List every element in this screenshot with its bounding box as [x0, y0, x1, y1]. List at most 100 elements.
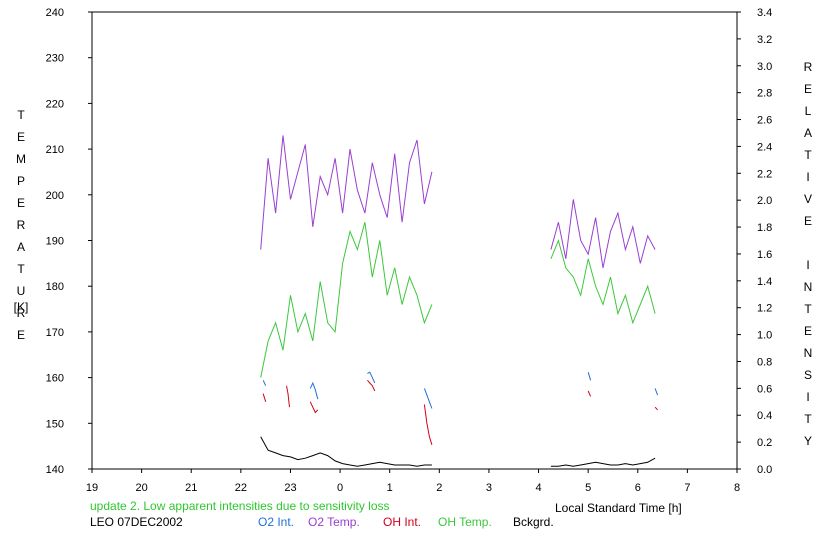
plot-frame — [91, 11, 738, 470]
x-tick-label: 1 — [387, 482, 393, 494]
series-line-oh-temp — [260, 222, 433, 378]
y-right-tick-label: 0.0 — [757, 464, 772, 476]
y-right-tick-label: 1.0 — [757, 330, 772, 342]
series-line-o2-int — [367, 371, 376, 384]
series-line-o2-int — [309, 381, 319, 400]
y-left-tick-label: 230 — [46, 53, 64, 65]
legend-item: OH Temp. — [438, 515, 492, 529]
y-axis-right-title-letter: E — [803, 214, 812, 228]
series-line-oh-int — [309, 401, 319, 414]
series-line-oh-int — [587, 390, 592, 397]
y-axis-right-title-letter: I — [806, 390, 810, 404]
data-series — [260, 135, 659, 467]
legend-item: Bckgrd. — [513, 515, 554, 529]
y-axis-left-title-letter: M — [16, 152, 26, 166]
y-axis-left-title-letter: T — [17, 262, 25, 276]
series-line-o2-int — [654, 388, 659, 396]
x-tick-label: 8 — [734, 482, 740, 494]
y-axis-right-title-letter: I — [806, 258, 810, 272]
x-tick-label: 2 — [436, 482, 442, 494]
x-tick-label: 7 — [684, 482, 690, 494]
update-note: update 2. Low apparent intensities due t… — [90, 499, 390, 513]
y-left-tick-label: 140 — [46, 464, 64, 476]
x-tick-label: 23 — [284, 482, 296, 494]
y-axis-right-title-letter: S — [803, 368, 812, 382]
y-axis-left-title-letter: R — [16, 218, 26, 232]
y-axis-right-title-letter: T — [804, 148, 812, 162]
x-axis: 19 20 21 22 23 0 1 2 3 4 5 6 7 8 — [86, 469, 740, 494]
y-right-tick-label: 0.8 — [757, 356, 772, 368]
series-line-bckgrd — [260, 436, 432, 467]
y-left-tick-label: 180 — [46, 281, 64, 293]
y-axis-left-title-letter: E — [16, 328, 25, 342]
y-right-tick-label: 3.0 — [757, 61, 772, 73]
y-axis-right-title-letter: E — [803, 82, 812, 96]
y-axis-left: 140 150 160 170 180 190 200 210 220 230 240 — [46, 7, 92, 476]
y-left-tick-label: 220 — [46, 98, 64, 110]
y-right-tick-label: 2.6 — [757, 115, 772, 127]
y-right-tick-label: 0.4 — [757, 410, 772, 422]
y-axis-right-title-letter: N — [803, 346, 813, 360]
legend-item: O2 Temp. — [308, 515, 360, 529]
y-axis-left-title-letter: A — [16, 240, 25, 254]
y-axis-left-title-letter: P — [16, 174, 25, 188]
y-right-tick-label: 3.4 — [757, 7, 772, 19]
y-right-tick-label: 2.0 — [757, 195, 772, 207]
y-axis-right-title-letter: L — [804, 104, 812, 118]
y-axis-left-title-letter: R — [16, 306, 26, 320]
x-tick-label: 21 — [185, 482, 197, 494]
y-right-tick-label: 0.2 — [757, 437, 772, 449]
series-line-oh-int — [286, 385, 290, 408]
series-line-o2-int — [587, 372, 592, 381]
y-right-tick-label: 3.2 — [757, 34, 772, 46]
y-right-tick-label: 2.4 — [757, 141, 772, 153]
y-axis-right-title-letter: E — [803, 324, 812, 338]
x-tick-label: 20 — [135, 482, 147, 494]
x-tick-label: 6 — [635, 482, 641, 494]
series-line-oh-int — [262, 393, 267, 402]
y-left-tick-label: 240 — [46, 7, 64, 19]
series-line-oh-int — [423, 404, 433, 445]
y-right-tick-label: 1.4 — [757, 276, 772, 288]
series-line-oh-int — [654, 406, 658, 411]
y-left-tick-label: 170 — [46, 327, 64, 339]
series-line-o2-int — [423, 388, 433, 409]
legend-item: O2 Int. — [258, 515, 295, 529]
y-axis-left-title-letter: E — [16, 196, 25, 210]
y-right-tick-label: 2.2 — [757, 168, 772, 180]
y-right-tick-label: 0.6 — [757, 383, 772, 395]
x-tick-label: 3 — [486, 482, 492, 494]
series-line-o2-temp — [260, 135, 433, 250]
y-left-tick-label: 210 — [46, 144, 64, 156]
y-left-tick-label: 190 — [46, 236, 64, 248]
x-tick-label: 0 — [337, 482, 343, 494]
y-axis-right: 0.0 0.2 0.4 0.6 0.8 1.0 1.2 1.4 1.6 1.8 2.0 2.2 2.4 2… — [737, 7, 772, 476]
y-left-tick-label: 150 — [46, 418, 64, 430]
y-right-tick-label: 1.8 — [757, 222, 772, 234]
y-axis-left-title-letter: E — [16, 130, 25, 144]
y-axis-right-title-letter: N — [803, 280, 813, 294]
y-axis-right-title-letter: A — [803, 126, 812, 140]
series-line-oh-temp — [550, 238, 656, 325]
x-axis-title: Local Standard Time [h] — [555, 501, 682, 515]
series-line-bckgrd — [550, 457, 656, 467]
series-line-o2-int — [262, 380, 267, 386]
y-right-tick-label: 1.2 — [757, 303, 772, 315]
x-tick-label: 5 — [585, 482, 591, 494]
y-right-tick-label: 2.8 — [757, 88, 772, 100]
y-left-tick-label: 200 — [46, 190, 64, 202]
y-left-tick-label: 160 — [46, 373, 64, 385]
y-axis-left-title-letter: T — [17, 108, 25, 122]
y-axis-left-unit: [K] — [13, 300, 29, 314]
x-tick-label: 4 — [535, 482, 541, 494]
x-tick-label: 19 — [86, 482, 98, 494]
legend-item: OH Int. — [383, 515, 422, 529]
y-right-tick-label: 1.6 — [757, 249, 772, 261]
y-axis-right-title-letter: R — [803, 60, 813, 74]
y-axis-right-title-letter: Y — [803, 434, 812, 448]
y-axis-left-title-letter: U — [16, 284, 26, 298]
x-tick-label: 22 — [235, 482, 247, 494]
y-axis-right-title-letter: V — [803, 192, 812, 206]
y-axis-right-title-letter: T — [804, 302, 812, 316]
